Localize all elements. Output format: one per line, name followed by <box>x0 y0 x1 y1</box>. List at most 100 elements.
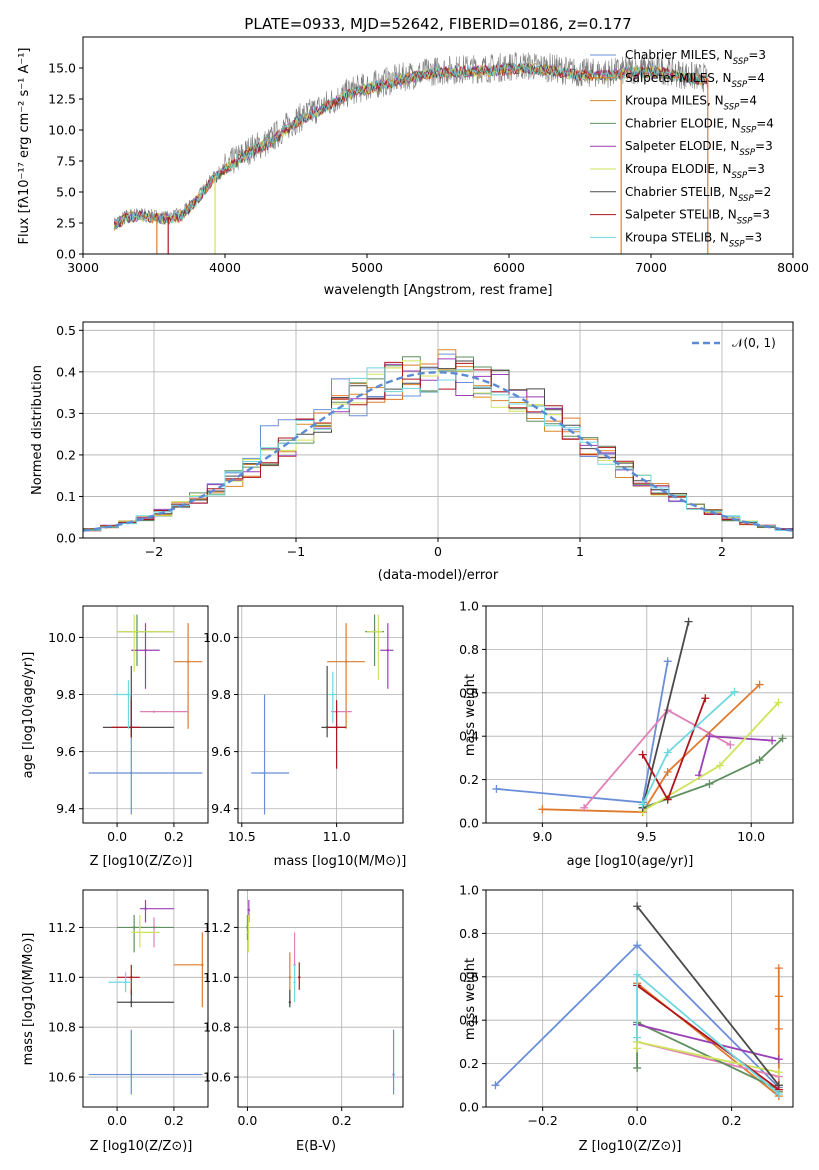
legend-count: =4 <box>747 71 765 85</box>
plus-marker <box>633 902 642 911</box>
data-point <box>335 726 338 729</box>
residuals-frame <box>82 321 794 539</box>
plus-marker <box>492 784 501 793</box>
legend-entry: Salpeter MILES, NSSP=4 <box>625 71 765 90</box>
chart-marks: 3000 4000 5000 6000 7000 80000.02.55.07.510.0… <box>48 36 809 1128</box>
age_vs_Z-xtick-label: 0.2 <box>164 829 184 844</box>
weight_vs_Z-ytick-label: 0.4 <box>459 1013 479 1028</box>
legend-subscript: SSP <box>729 239 745 249</box>
model-spectrum-line <box>113 63 708 228</box>
age-mass-xlabel: mass [log10(M/M⊙)] <box>274 854 407 869</box>
spectrum-xtick-label: 3000 <box>67 260 99 275</box>
spectrum-ytick-label: 10.0 <box>48 123 76 138</box>
spectrum-plot-area <box>113 52 709 254</box>
spectrum-xlabel: wavelength [Angstrom, rest frame] <box>324 283 553 298</box>
legend-subscript: SSP <box>724 103 740 113</box>
legend-subscript: SSP <box>733 57 749 67</box>
mass_vs_EBV-axes: 0.0 0.2 10.6 10.8 11.0 11.2 <box>203 890 403 1128</box>
plus-marker <box>663 748 672 757</box>
mass-weight-line <box>636 905 780 1086</box>
weight_vs_age-frame <box>485 605 794 824</box>
spectrum-panel: PLATE=0933, MJD=52642, FIBERID=0186, z=0… <box>17 15 632 298</box>
spectrum-axes: 3000 4000 5000 6000 7000 8000 0.0 2.5 5.0 7.5 10.0… <box>48 61 809 276</box>
data-point <box>130 976 133 979</box>
plus-marker <box>633 1033 642 1042</box>
plus-marker <box>778 734 787 743</box>
data-point <box>344 660 348 663</box>
age_vs_mass-ytick-label: 9.4 <box>211 801 231 816</box>
age_vs_mass-plot-area <box>251 614 394 815</box>
plus-marker <box>774 964 783 973</box>
weight_vs_Z-ytick-label: 0.6 <box>459 969 479 984</box>
data-point <box>201 963 204 967</box>
residuals-ytick-label: 0.4 <box>56 364 76 379</box>
mass-weight-line <box>642 701 780 812</box>
model-spectrum-line <box>113 61 708 227</box>
data-point <box>288 976 292 979</box>
residuals-ylabel: Normed distribution <box>30 365 45 495</box>
residuals-xtick-label: 1 <box>576 544 584 559</box>
age_vs_Z-ytick-label: 9.4 <box>56 801 76 816</box>
residuals-ytick-label: 0.5 <box>56 323 76 338</box>
data-point <box>298 976 301 979</box>
data-point <box>288 1001 292 1004</box>
residuals-xtick-label: −1 <box>287 544 305 559</box>
plus-marker <box>633 1063 642 1072</box>
residuals-axes: −2 −1 0 1 2 0.0 0.1 0.2 0.3 0.4 0.5 <box>56 322 793 559</box>
data-point <box>144 907 147 910</box>
age_vs_mass-ytick-label: 9.6 <box>211 744 231 759</box>
plus-marker <box>755 756 764 765</box>
data-point <box>247 931 250 934</box>
plus-marker <box>774 698 783 707</box>
spectrum-ytick-label: 12.5 <box>48 92 76 107</box>
weight_vs_age-ytick-label: 0.4 <box>459 729 479 744</box>
spectrum-ytick-label: 2.5 <box>56 216 76 231</box>
data-point <box>392 1073 395 1076</box>
weight_vs_Z-xtick-label: 0.2 <box>722 1113 742 1128</box>
data-point <box>130 1001 133 1004</box>
spectrum-ytick-label: 7.5 <box>56 154 76 169</box>
plus-marker <box>701 694 710 703</box>
weight_vs_age-xtick-label: 9.0 <box>532 829 552 844</box>
residuals-ytick-label: 0.3 <box>56 406 76 421</box>
spectrum-xtick-label: 7000 <box>635 260 667 275</box>
spectrum-ytick-label: 0.0 <box>56 247 76 262</box>
spectrum-title: PLATE=0933, MJD=52642, FIBERID=0186, z=0… <box>244 15 631 33</box>
data-point <box>293 981 296 984</box>
plus-marker <box>730 687 739 696</box>
mass_vs_EBV-plot-area <box>246 899 395 1095</box>
mass-weight-line <box>642 737 784 809</box>
data-point <box>331 693 335 696</box>
age-z-ylabel: age [log10(age/yr)] <box>21 652 36 779</box>
legend-subscript: SSP <box>741 125 757 135</box>
residuals-xtick-label: −2 <box>145 544 163 559</box>
data-point <box>127 693 130 696</box>
residual-histogram-step <box>83 367 793 531</box>
weight_vs_age-ytick-label: 0.8 <box>459 642 479 657</box>
residuals-xlabel: (data-model)/error <box>378 568 499 583</box>
legend-count: =3 <box>755 139 773 153</box>
age_vs_Z-ytick-label: 9.6 <box>56 744 76 759</box>
mass_vs_Z-xtick-label: 0.2 <box>164 1113 184 1128</box>
spectrum-xtick-label: 5000 <box>351 260 383 275</box>
weight_vs_Z-ytick-label: 0.8 <box>459 926 479 941</box>
mass_vs_Z-ytick-label: 11.2 <box>48 920 76 935</box>
data-point <box>130 1073 133 1076</box>
plus-marker <box>580 803 589 812</box>
mass_vs_EBV-ytick-label: 11.0 <box>203 970 231 985</box>
plus-marker <box>638 750 647 759</box>
residuals-xtick-label: 0 <box>434 544 442 559</box>
spectrum-ytick-label: 5.0 <box>56 185 76 200</box>
plus-marker <box>726 740 735 749</box>
spectrum-frame <box>82 36 794 255</box>
residuals-ytick-label: 0.2 <box>56 447 76 462</box>
mass_vs_Z-frame <box>82 889 209 1108</box>
mass_vs_Z-ytick-label: 10.8 <box>48 1020 76 1035</box>
residuals-ytick-label: 0.1 <box>56 489 76 504</box>
data-point <box>124 981 127 984</box>
plus-marker <box>538 805 547 814</box>
legend-subscript: SSP <box>739 148 755 158</box>
age_vs_mass-ytick-label: 10.0 <box>203 630 231 645</box>
mass-weight-line <box>636 972 780 1095</box>
